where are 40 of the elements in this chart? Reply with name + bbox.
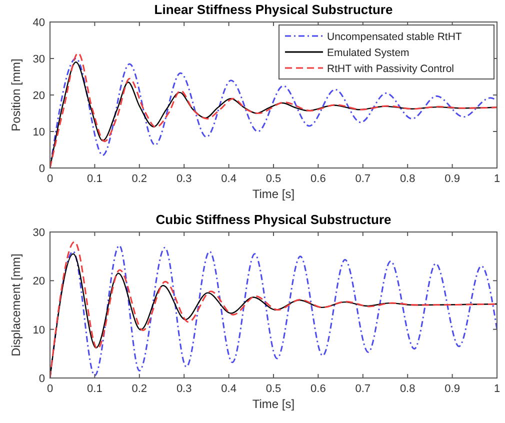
y-tick-label: 30: [32, 227, 45, 239]
x-tick-label: 0.1: [87, 173, 102, 185]
y-tick-label: 0: [38, 163, 45, 175]
x-tick-label: 0.9: [444, 383, 460, 395]
y-tick-label: 10: [32, 324, 45, 336]
chart-title: Cubic Stiffness Physical Substructure: [156, 212, 392, 227]
x-tick-label: 0.4: [221, 173, 236, 185]
y-tick-label: 20: [32, 276, 45, 288]
chart-title: Linear Stiffness Physical Substructure: [154, 2, 393, 17]
x-tick-label: 0.5: [266, 383, 282, 395]
x-tick-label: 0.4: [221, 383, 236, 395]
x-tick-label: 0.8: [400, 383, 416, 395]
x-tick-label: 0: [46, 173, 54, 185]
x-tick-label: 0.1: [87, 383, 102, 395]
legend-label: Uncompensated stable RtHT: [327, 31, 462, 43]
y-tick-label: 0: [38, 373, 45, 385]
x-tick-label: 0.7: [355, 383, 371, 395]
x-axis-title: Time [s]: [252, 187, 295, 201]
x-tick-label: 1: [494, 173, 500, 185]
legend-label: RtHT with Passivity Control: [327, 63, 454, 75]
x-tick-label: 0.2: [132, 383, 148, 395]
y-tick-label: 20: [32, 90, 45, 102]
x-tick-label: 0.6: [310, 173, 326, 185]
x-tick-label: 0.9: [444, 173, 460, 185]
legend-label: Emulated System: [327, 47, 410, 59]
y-tick-label: 40: [32, 17, 45, 29]
x-tick-label: 1: [494, 383, 500, 395]
x-axis-title: Time [s]: [252, 397, 295, 411]
y-axis-title: Position [mm]: [9, 58, 23, 132]
x-tick-label: 0.6: [310, 383, 326, 395]
x-tick-label: 0.7: [355, 173, 371, 185]
y-tick-label: 10: [32, 126, 45, 138]
x-tick-label: 0.3: [176, 383, 192, 395]
x-tick-label: 0: [46, 383, 54, 395]
x-tick-label: 0.2: [132, 173, 148, 185]
y-axis-title: Displacement [mm]: [9, 254, 23, 356]
x-tick-label: 0.5: [266, 173, 282, 185]
x-tick-label: 0.3: [176, 173, 192, 185]
x-tick-label: 0.8: [400, 173, 416, 185]
y-tick-label: 30: [32, 54, 45, 66]
